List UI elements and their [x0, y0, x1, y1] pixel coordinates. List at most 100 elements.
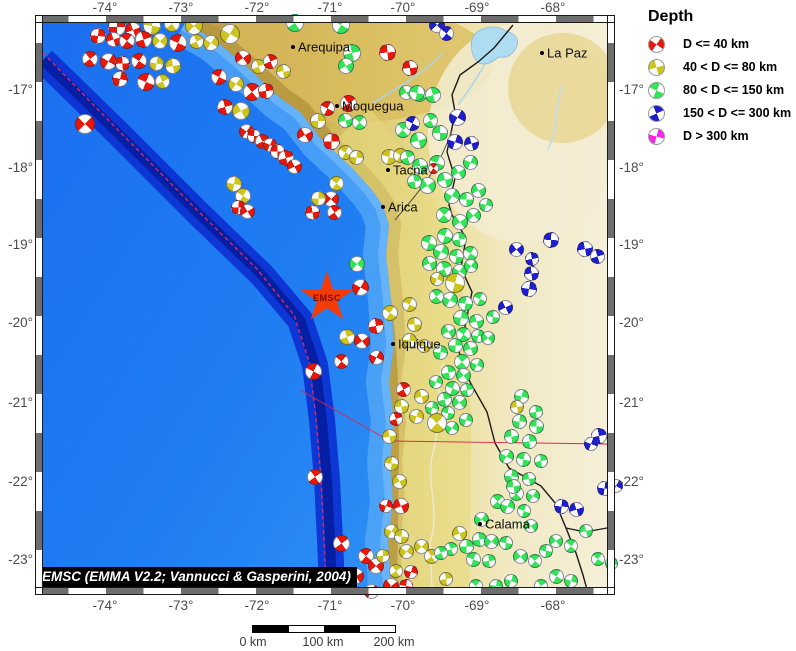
city-marker: Calama: [478, 515, 530, 533]
focal-mechanism: [483, 533, 499, 549]
focal-mechanism: [137, 73, 155, 91]
focal-mechanism: [297, 127, 313, 143]
focal-mechanism: [332, 534, 350, 552]
focal-mechanism: [445, 421, 459, 435]
focal-mechanism: [591, 552, 605, 566]
axis-label-bottom: -74°: [92, 598, 118, 613]
focal-mechanism: [436, 391, 452, 407]
frame-corner: [35, 15, 43, 23]
focal-mechanism: [421, 235, 437, 251]
focal-mechanism: [445, 273, 465, 293]
focal-mechanism: [304, 362, 322, 380]
axis-label-bottom: -71°: [317, 598, 343, 613]
focal-mechanism: [458, 191, 474, 207]
beachball-icon: [648, 59, 665, 76]
focal-mechanism: [508, 241, 524, 257]
focal-mechanism: [393, 398, 409, 414]
focal-mechanism: [232, 102, 250, 120]
focal-mechanism: [413, 388, 429, 404]
focal-mechanism: [114, 55, 130, 71]
focal-mechanism: [522, 472, 536, 486]
focal-mechanism: [379, 499, 393, 513]
focal-mechanism: [428, 288, 444, 304]
focal-mechanism: [436, 207, 452, 223]
focal-mechanism: [154, 73, 170, 89]
city-marker: Arequipa: [291, 38, 350, 56]
focal-mechanism: [523, 265, 539, 281]
city-dot: [335, 103, 339, 108]
focal-mechanism: [457, 295, 473, 311]
axis-label-bottom: -73°: [168, 598, 194, 613]
axis-label-right: -23°: [619, 552, 644, 567]
focal-mechanism: [521, 433, 537, 449]
focal-mechanism: [338, 58, 354, 74]
focal-mechanism: [452, 214, 468, 230]
axis-label-right: -21°: [619, 395, 644, 410]
focal-mechanism: [82, 51, 98, 67]
legend-title: Depth: [648, 8, 694, 25]
focal-mechanism: [383, 455, 399, 471]
focal-mechanism: [339, 94, 357, 112]
city-dot: [391, 341, 395, 346]
city-dot: [291, 44, 295, 49]
focal-mechanism: [112, 71, 128, 87]
city-dot: [540, 50, 544, 55]
legend-label: 150 < D <= 300 km: [683, 106, 792, 120]
city-label: Arequipa: [298, 39, 351, 55]
focal-mechanism: [450, 164, 466, 180]
focal-mechanism: [258, 83, 274, 99]
focal-mechanism: [148, 55, 164, 71]
focal-mechanism: [378, 43, 396, 61]
focal-mechanism: [528, 418, 544, 434]
scale-segment: [324, 626, 360, 632]
focal-mechanism: [440, 364, 456, 380]
focal-mechanism: [328, 175, 344, 191]
focal-mechanism: [228, 76, 244, 92]
focal-mechanism: [512, 548, 528, 564]
focal-mechanism: [447, 134, 463, 150]
axis-label-left: -19°: [8, 237, 33, 252]
legend-label: D > 300 km: [683, 129, 749, 143]
focal-mechanism: [333, 353, 349, 369]
axis-label-left: -17°: [8, 82, 33, 97]
focal-mechanism: [505, 478, 521, 494]
axis-label-left: -23°: [8, 552, 33, 567]
focal-mechanism: [425, 87, 441, 103]
focal-mechanism: [402, 60, 418, 76]
focal-mechanism: [310, 190, 326, 206]
focal-mechanism: [226, 176, 242, 192]
star-label: EMSC: [312, 293, 341, 303]
focal-mechanism: [539, 544, 553, 558]
focal-mechanism: [203, 35, 219, 51]
focal-mechanism: [584, 437, 598, 451]
city-marker: Iquique: [391, 335, 441, 353]
focal-mechanism: [442, 292, 458, 308]
frame-top: [35, 15, 615, 23]
city-label: Arica: [388, 199, 418, 215]
focal-mechanism: [468, 313, 484, 329]
focal-mechanism: [498, 448, 514, 464]
focal-mechanism: [455, 326, 471, 342]
axis-label-bottom: -68°: [540, 598, 566, 613]
focal-mechanism: [432, 125, 448, 141]
focal-mechanism: [503, 428, 519, 444]
focal-mechanism: [458, 538, 474, 554]
focal-mechanism: [517, 504, 531, 518]
focal-mechanism: [389, 564, 403, 578]
axis-label-top: -73°: [168, 0, 194, 15]
focal-mechanism: [131, 53, 147, 69]
focal-mechanism: [417, 339, 431, 353]
focal-mechanism: [401, 296, 417, 312]
focal-mechanism: [448, 248, 464, 264]
focal-mechanism: [382, 305, 398, 321]
city-marker: Tacna: [386, 161, 428, 179]
focal-mechanism: [409, 85, 425, 101]
focal-mechanism: [524, 519, 538, 533]
epicenter-star: EMSC: [299, 271, 355, 324]
focal-mechanism: [448, 108, 466, 126]
city-label: Calama: [485, 516, 530, 532]
focal-mechanism: [579, 524, 593, 538]
legend-row: 150 < D <= 300 km: [645, 103, 795, 126]
focal-mechanism: [391, 473, 407, 489]
focal-mechanism: [465, 207, 481, 223]
